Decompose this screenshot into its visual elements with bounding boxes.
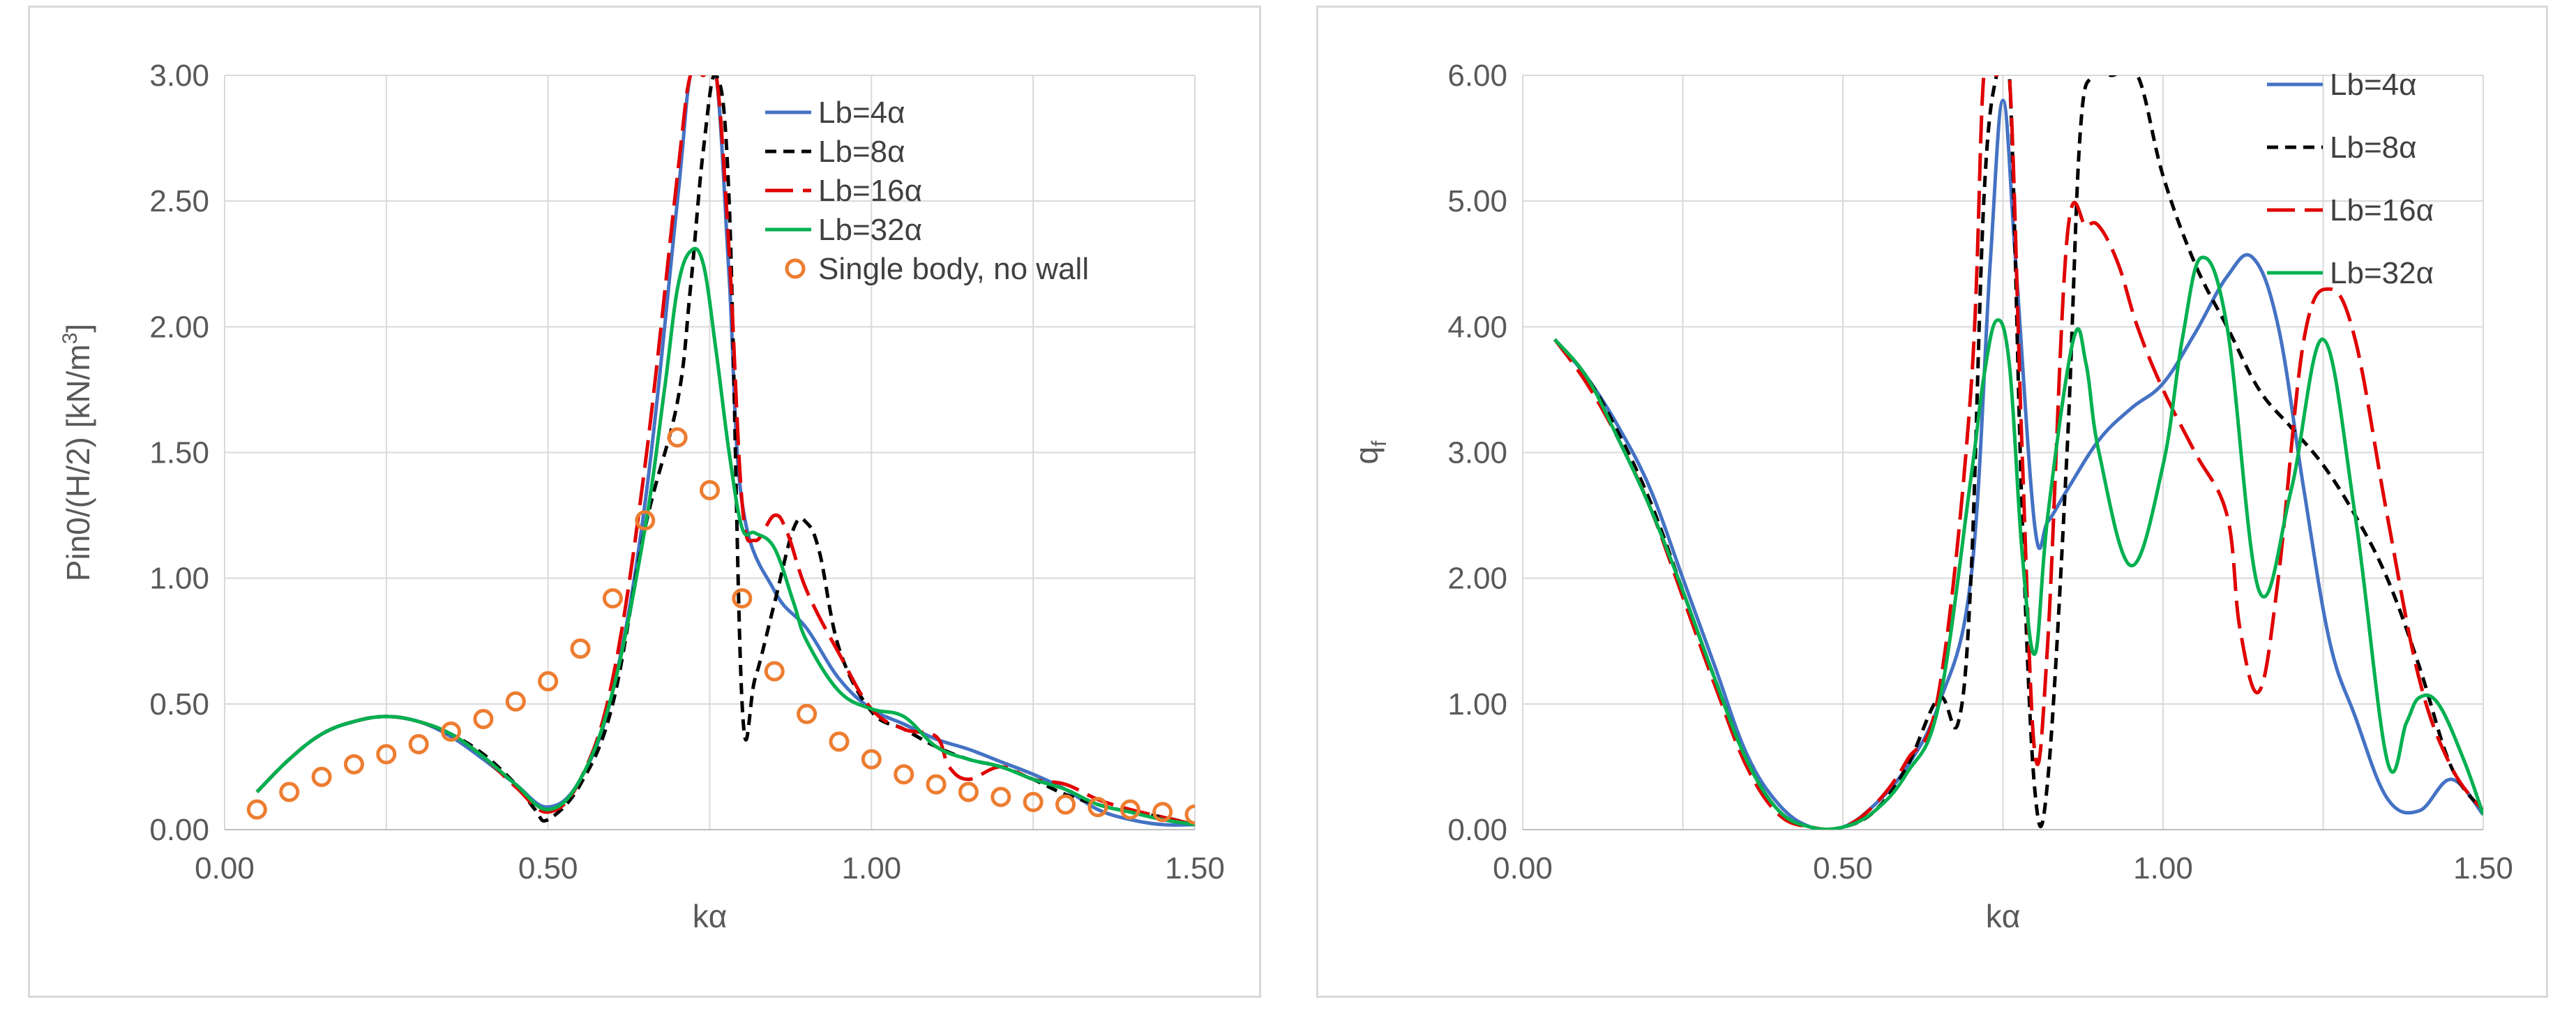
chart0-y-axis-label-sup: 3 [59,333,82,345]
chart1-plot-area [1553,75,2483,830]
chart0-series-single-body-no-wall-point [602,588,623,608]
chart0-y-tick-label: 2.00 [149,310,209,344]
chart0-series-single-body-no-wall-point [732,588,753,608]
chart1-x-tick-label: 1.00 [2133,851,2193,885]
chart0-series-lb-8-line [255,75,1195,827]
chart0-series-single-body-no-wall-point [538,671,559,691]
chart0-series-single-body-no-wall-point [861,749,882,770]
chart1-series-lb-32-line [1553,255,2483,830]
chart1-y-tick-label: 5.00 [1447,184,1507,218]
chart-right-svg: 0.00 1.00 2.00 3.00 4.00 5.00 6.00 0.00 0.50 1.00… [1348,59,2513,934]
chart1-y-axis-label-sub: f [1368,440,1391,447]
chart1-y-axis-label: qf [1348,440,1391,465]
chart0-series-single-body-no-wall-point [700,480,720,501]
chart0-legend-lb-32-label: Lb=32α [818,213,922,247]
chart1-y-tick-label: 6.00 [1447,59,1507,93]
chart0-series-single-body-no-wall-point [279,782,300,802]
chart1-legend-lb-16-label: Lb=16α [2330,193,2434,227]
chart0-series-single-body-no-wall-point [1184,804,1195,825]
chart1-x-axis-label: kα [1986,898,2021,934]
chart0-series-lb-4-line [255,75,1195,827]
chart0-series-single-body-no-wall-point [635,510,656,531]
chart0-x-tick-label: 0.00 [195,851,255,885]
chart0-legend-lb-4-label: Lb=4α [818,96,905,130]
chart-panel-right: 0.00 1.00 2.00 3.00 4.00 5.00 6.00 0.00 0.50 1.00… [1316,6,2548,998]
chart0-series-single-body-no-wall-point [667,427,688,448]
chart1-y-axis-label-main: q [1348,447,1385,465]
chart0-x-tick-label: 1.00 [842,851,902,885]
chart0-y-axis-label-end: ] [60,324,96,333]
chart0-series-lb-32-line [255,246,1195,827]
chart0-series-single-body-no-wall-point [764,661,785,682]
chart0-series-single-body-no-wall-point [991,786,1011,807]
chart0-series-single-body-no-wall-point [1087,797,1108,818]
chart0-legend-single-body-no-wall-marker [785,258,806,279]
chart0-x-axis-label: kα [693,898,728,934]
chart0-series-single-body-no-wall-point [1120,799,1140,820]
chart0-series-single-body-no-wall-point [926,774,947,795]
chart0-y-tick-label: 3.00 [149,59,209,93]
chart0-y-tick-label: 1.00 [149,562,209,596]
chart0-y-tick-label: 0.00 [149,813,209,847]
chart0-y-axis-label-main: Pin0/(H/2) [kN/m [60,344,96,581]
chart0-x-tick-label: 0.50 [518,851,578,885]
chart0-plot-area [246,75,1195,827]
chart0-legend-lb-16-label: Lb=16α [818,174,922,208]
chart0-series-single-body-no-wall-point [376,744,397,765]
chart0-series-single-body-no-wall-point [311,766,332,787]
chart0-series-single-body-no-wall-point [797,703,818,724]
chart1-x-tick-label: 0.50 [1813,851,1873,885]
chart0-y-tick-label: 0.50 [149,687,209,721]
chart0-series-single-body-no-wall-point [343,754,364,775]
chart0-y-axis-label: Pin0/(H/2) [kN/m3] [59,324,96,581]
chart0-series-single-body-no-wall-point [246,799,267,820]
chart1-y-tick-label: 3.00 [1447,436,1507,470]
chart1-legend-lb-8-label: Lb=8α [2330,130,2417,165]
chart1-y-tick-label: 2.00 [1447,562,1507,596]
chart0-series-single-body-no-wall-point [441,721,462,742]
chart0-series-single-body-no-wall-point [894,764,914,785]
chart0-series-single-body-no-wall-point [829,731,850,752]
chart0-y-tick-label: 2.50 [149,184,209,218]
chart1-legend-lb-32-label: Lb=32α [2330,256,2434,290]
chart1-y-tick-label: 4.00 [1447,310,1507,344]
chart0-legend-lb-8-label: Lb=8α [818,135,905,169]
chart0-series-single-body-no-wall-point [1055,794,1076,815]
chart1-x-tick-label: 0.00 [1493,851,1553,885]
chart0-series-single-body-no-wall-point [473,708,494,729]
chart1-y-tick-label: 1.00 [1447,687,1507,721]
chart-panel-left: 0.00 0.50 1.00 1.50 2.00 2.50 3.00 0.00 0.50 1.00… [28,6,1261,998]
chart0-series-single-body-no-wall-point [408,733,429,754]
chart1-legend-lb-4-label: Lb=4α [2330,68,2417,102]
chart0-series-single-body-no-wall-point [958,782,979,802]
chart1-x-tick-label: 1.50 [2453,851,2513,885]
chart0-legend-single-body-no-wall-label: Single body, no wall [818,252,1089,286]
chart0-series-single-body-no-wall-point [1023,791,1044,812]
chart0-series-single-body-no-wall-point [1152,802,1173,823]
chart1-series-lb-16-line [1553,75,2483,830]
chart0-series-lb-16-line [255,75,1195,827]
chart1-y-tick-label: 0.00 [1447,813,1507,847]
chart0-series-single-body-no-wall-point [570,638,591,659]
chart0-x-tick-label: 1.50 [1165,851,1225,885]
chart-left-svg: 0.00 0.50 1.00 1.50 2.00 2.50 3.00 0.00 0.50 1.00… [59,59,1225,934]
chart0-y-tick-label: 1.50 [149,436,209,470]
chart0-series-single-body-no-wall-point [505,691,526,712]
